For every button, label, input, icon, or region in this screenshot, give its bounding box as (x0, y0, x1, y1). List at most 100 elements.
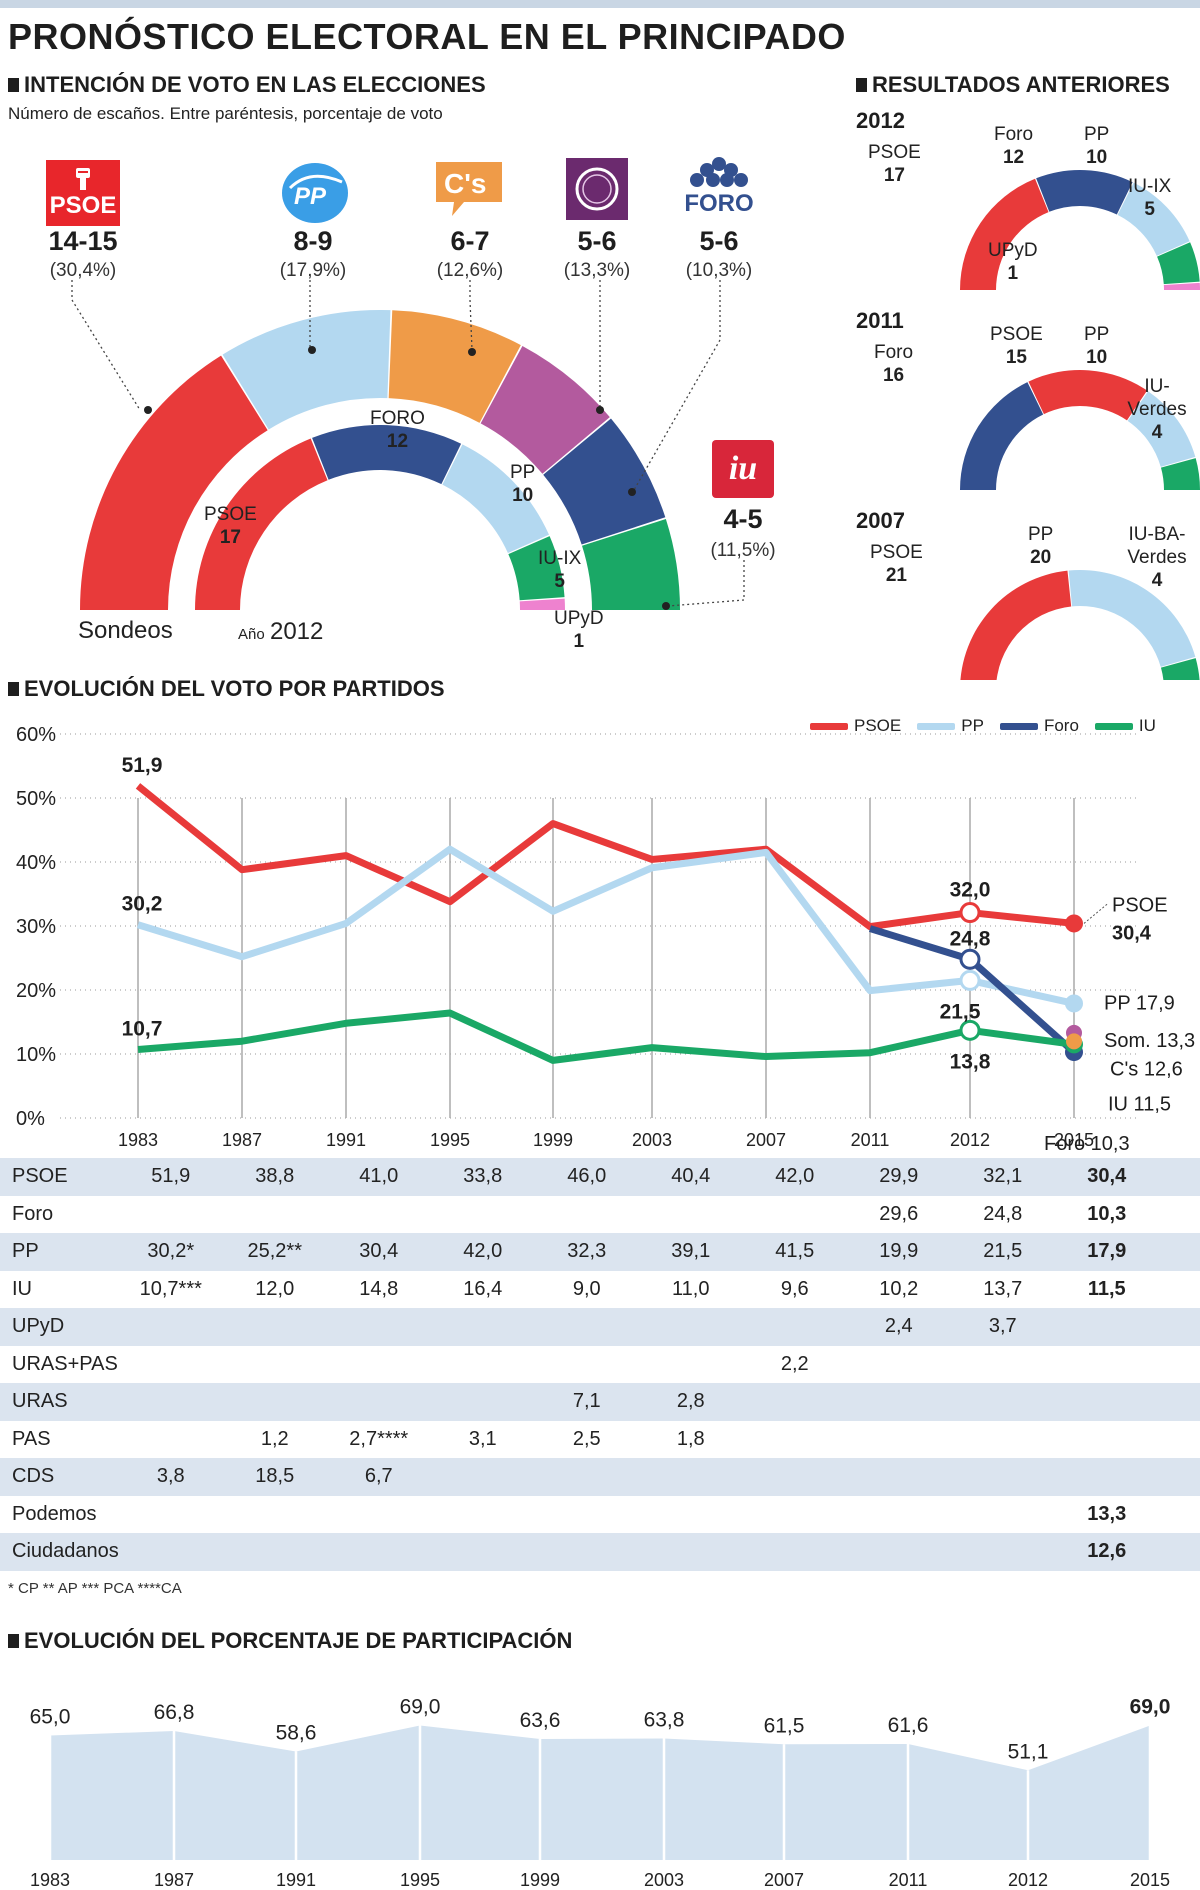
line-annotation: Som. 13,3 (1104, 1030, 1195, 1052)
seg-iu (582, 519, 680, 610)
table-party-name: PSOE (0, 1158, 119, 1196)
table-party-name: URAS+PAS (12, 1352, 118, 1375)
series-line-psoe (135, 783, 1075, 931)
table-cell: 12,0 (255, 1277, 295, 1300)
table-pad-cell (1158, 1233, 1200, 1271)
table-cell (743, 1496, 847, 1534)
prev-2011-pp: PP 10 (1084, 324, 1110, 368)
participation-value-label: 51,1 (1008, 1740, 1049, 1763)
table-pad-cell (1159, 1496, 1200, 1534)
participation-year-label: 2012 (1008, 1870, 1048, 1890)
podemos-circles-icon (575, 167, 619, 211)
psoe-seats: 14-15 (48, 226, 118, 256)
table-cell (430, 1383, 535, 1421)
x-tick-label: 1995 (430, 1130, 470, 1150)
table-cell (223, 1346, 327, 1384)
seg-2012-psoe (960, 178, 1049, 290)
vote-evolution-line-chart: 0% 10% 20% 30% 40% 50% 60% 1983 1987 1991 1995 1999… (16, 724, 1195, 1155)
y-tick-label: 50% (16, 788, 56, 810)
table-cell: 2,5 (572, 1427, 601, 1450)
leader-line-psoe (71, 280, 141, 411)
table-cell: 30,4 (326, 1233, 431, 1271)
section-evolucion: EVOLUCIÓN DEL VOTO POR PARTIDOS (8, 676, 445, 702)
prev-hemicycle-2012 (960, 170, 1200, 290)
table-cell (847, 1346, 951, 1384)
legend-psoe: PSOE (810, 716, 901, 736)
table-footnote: * CP ** AP *** PCA ****CA (8, 1580, 182, 1597)
seg-2012-iu (1157, 242, 1200, 285)
table-cell (223, 1496, 327, 1534)
line-annotation: 10,7 (122, 1018, 163, 1041)
legend-pp-swatch (917, 722, 956, 730)
prev-2011-foro: Foro 16 (874, 342, 914, 386)
table-cell (742, 1533, 847, 1571)
table-cell (327, 1496, 431, 1534)
table-cell: 11,5 (1087, 1277, 1126, 1300)
table-cell: 51,9 (118, 1158, 223, 1196)
previous-results-hemicycles (960, 170, 1200, 680)
participation-year-label: 1995 (400, 1870, 440, 1890)
table-row: PAS 1,2 2,7**** 3,1 2,5 1,8 (0, 1421, 1200, 1459)
table-cell (743, 1196, 847, 1234)
seg-2012-foro (1036, 170, 1133, 215)
table-cell: 29,6 (879, 1202, 919, 1225)
section-participacion: EVOLUCIÓN DEL PORCENTAJE DE PARTICIPACIÓ… (8, 1628, 572, 1654)
seg-2007-iu (1160, 658, 1200, 680)
seg-2011-pp (1127, 391, 1196, 467)
table-party-name: PP (0, 1233, 119, 1271)
psoe-logo-text: PSOE (49, 192, 117, 219)
seg-2007-pp (1068, 570, 1196, 667)
line-annotation: 32,0 (950, 879, 991, 902)
table-cell (1054, 1458, 1159, 1496)
table-cell: 14,8 (359, 1277, 399, 1300)
page-title: PRONÓSTICO ELECTORAL EN EL PRINCIPADO (8, 16, 846, 57)
table-cell (327, 1346, 431, 1384)
table-cell: 13,7 (983, 1277, 1023, 1300)
table-cell (535, 1346, 639, 1384)
table-cell: 2,2 (780, 1352, 809, 1375)
table-party-name: IU (12, 1277, 32, 1300)
table-cell (847, 1496, 951, 1534)
table-row: IU 10,7*** 12,0 14,8 16,4 9,0 11,0 9,6 10,2 13,7 1… (0, 1271, 1200, 1309)
table-cell (742, 1308, 847, 1346)
table-row: Podemos 13,3 (0, 1496, 1200, 1534)
psoe-pct: (30,4%) (49, 260, 117, 281)
leader-dot-foro (628, 488, 636, 496)
x-tick-label: 1991 (326, 1130, 366, 1150)
leader-line-iu (667, 560, 745, 607)
table-cell (1055, 1421, 1159, 1459)
leader-dot-podemos (596, 406, 604, 414)
marker-2015-pp (1065, 994, 1083, 1013)
section-evolucion-title: EVOLUCIÓN DEL VOTO POR PARTIDOS (24, 676, 445, 701)
y-tick-label: 20% (16, 980, 56, 1002)
outer-hemicycle (80, 310, 680, 610)
section-intencion: INTENCIÓN DE VOTO EN LAS ELECCIONES (8, 72, 486, 98)
table-cell: 30,4 (1054, 1158, 1159, 1196)
table-cell: 12,6 (1054, 1533, 1159, 1571)
seg-cs (388, 310, 521, 423)
line-annotation: PP 17,9 (1104, 992, 1175, 1014)
table-cell (846, 1458, 951, 1496)
y-tick-label: 10% (16, 1044, 56, 1066)
seg-inner-psoe (195, 438, 328, 610)
participation-year-label: 2003 (644, 1870, 684, 1890)
iu-logo: iu (712, 440, 774, 498)
line-annotation: IU 11,5 (1108, 1093, 1171, 1115)
table-party-name: Ciudadanos (0, 1533, 119, 1571)
table-cell (951, 1346, 1055, 1384)
prev-hemicycle-2011 (960, 370, 1200, 490)
table-row: URAS 7,1 2,8 (0, 1383, 1200, 1421)
x-tick-label: 2007 (746, 1130, 786, 1150)
prev-2007-year: 2007 (856, 508, 905, 533)
table-cell: 46,0 (534, 1158, 639, 1196)
table-cell (638, 1533, 743, 1571)
x-tick-label: 1983 (118, 1130, 158, 1150)
table-cell: 38,8 (222, 1158, 327, 1196)
table-cell (430, 1308, 535, 1346)
x-tick-label: 1999 (533, 1130, 573, 1150)
table-cell: 41,5 (742, 1233, 847, 1271)
psoe-logo: PSOE (46, 160, 120, 226)
table-cell: 3,8 (118, 1458, 223, 1496)
section-intencion-title: INTENCIÓN DE VOTO EN LAS ELECCIONES (24, 72, 486, 97)
legend-pp: PP (917, 716, 984, 736)
